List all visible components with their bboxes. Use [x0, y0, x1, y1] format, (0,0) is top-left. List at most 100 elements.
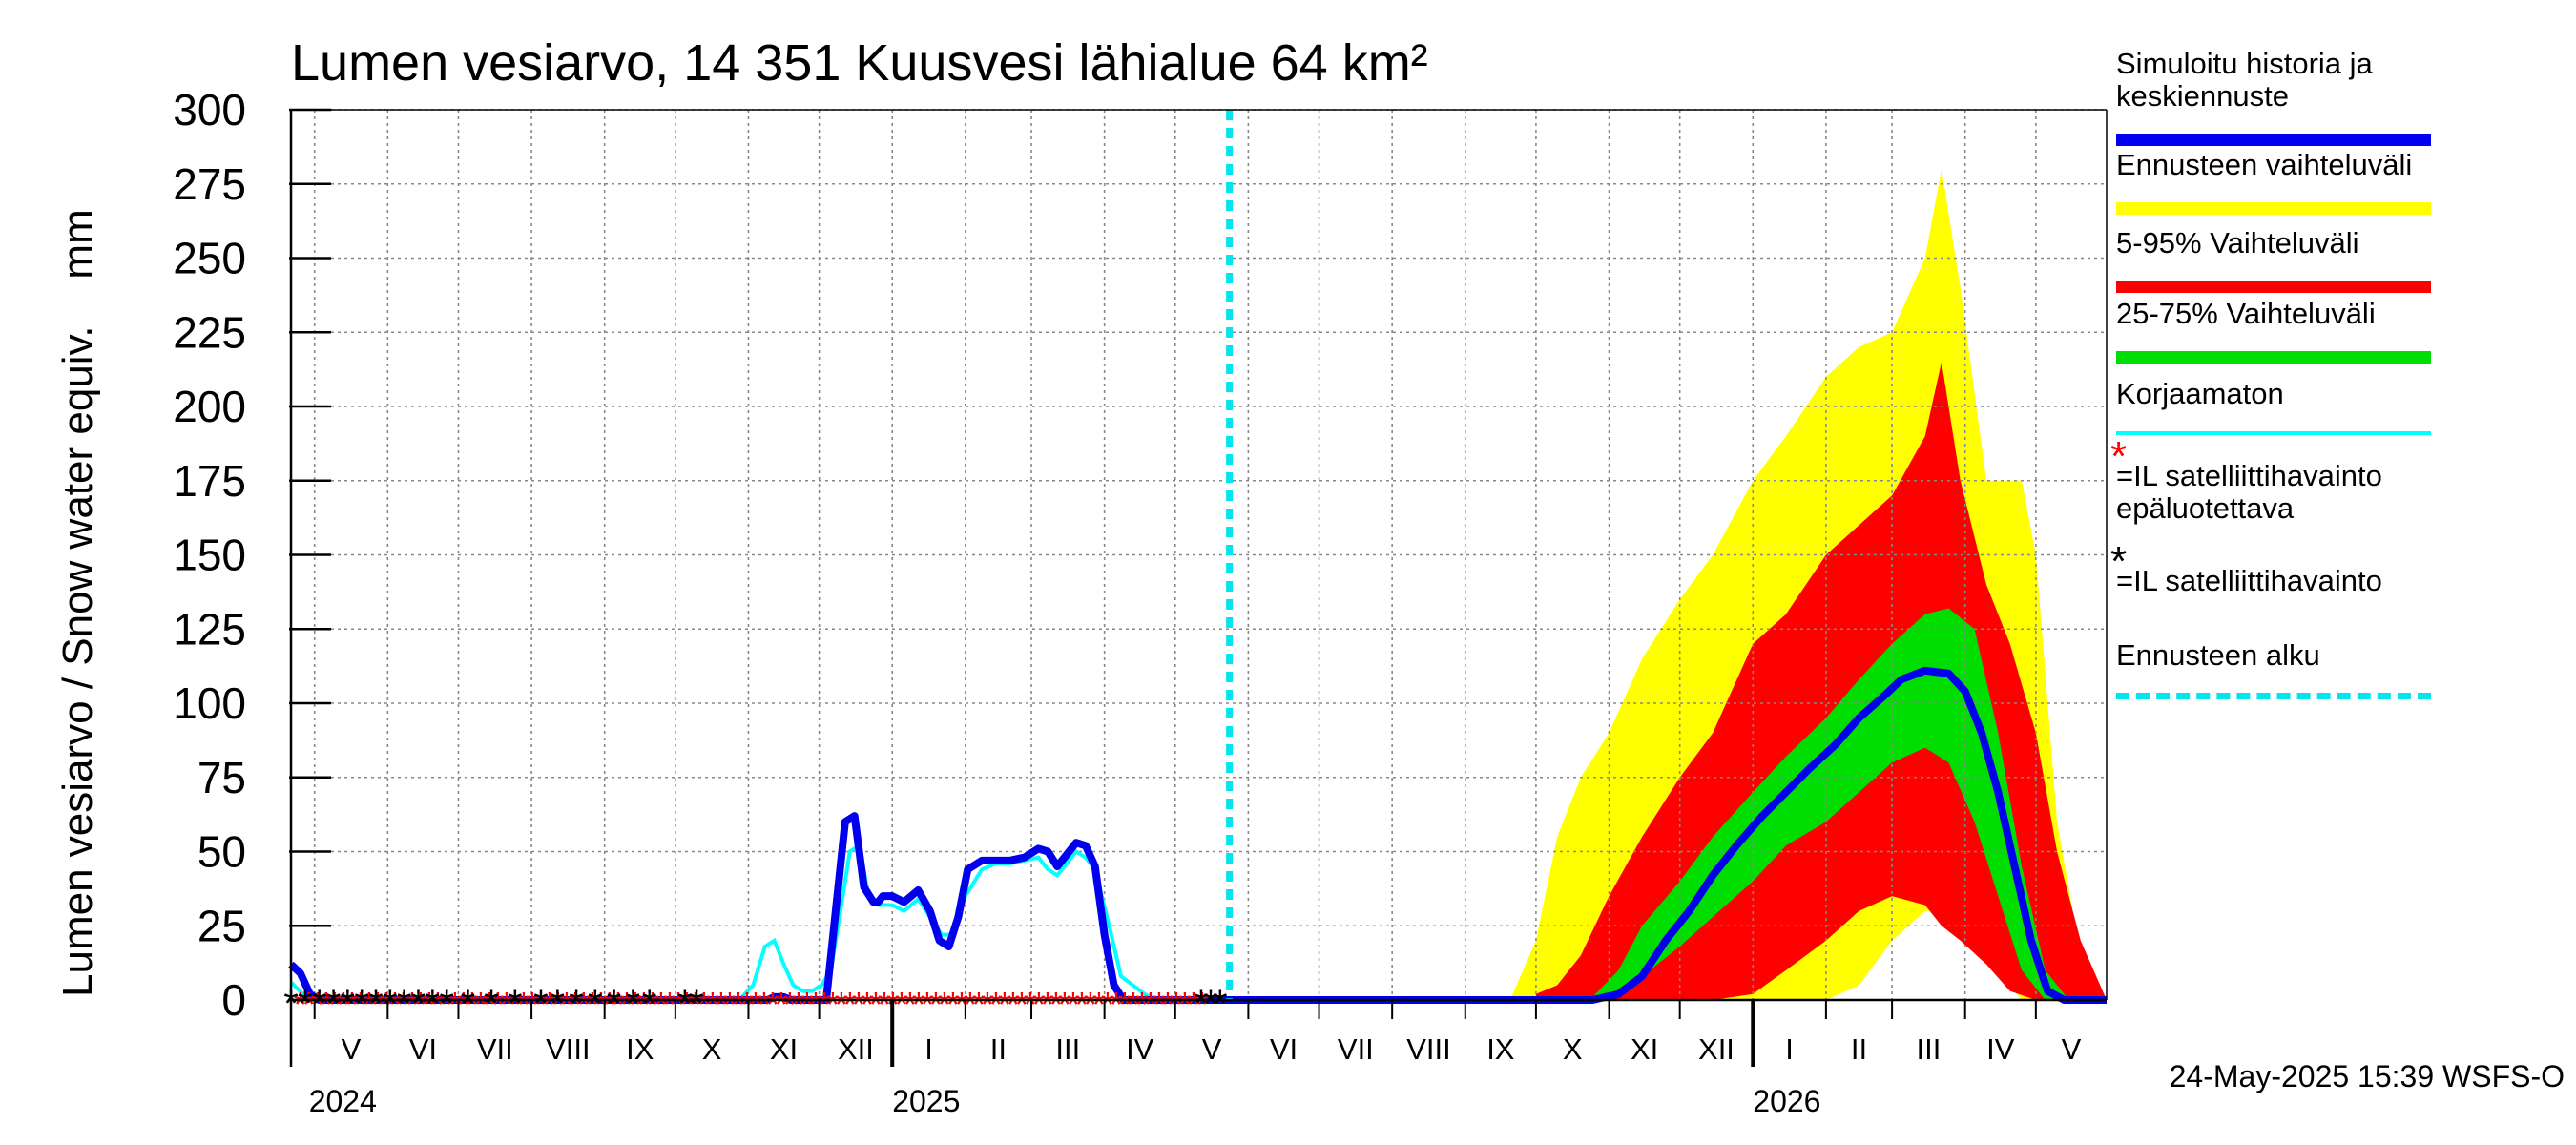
sat-unreliable-marker: *: [1170, 985, 1183, 1024]
y-tick-label: 25: [197, 901, 246, 950]
sat-unreliable-marker: *: [405, 985, 419, 1024]
sat-unreliable-marker: *: [989, 985, 1003, 1024]
month-label: XI: [1631, 1032, 1658, 1066]
sat-unreliable-marker: *: [800, 985, 814, 1024]
sat-marker: *: [508, 983, 523, 1025]
sat-marker: *: [588, 983, 603, 1025]
sat-unreliable-marker: *: [586, 985, 599, 1024]
sat-marker: *: [425, 983, 440, 1025]
sat-unreliable-marker: *: [654, 985, 668, 1024]
sat-unreliable-marker: *: [689, 985, 702, 1024]
month-label: VII: [1338, 1032, 1374, 1066]
sat-unreliable-marker: *: [938, 985, 951, 1024]
sat-unreliable-marker: *: [895, 985, 908, 1024]
legend-star-icon: *: [2110, 538, 2128, 585]
month-label: IV: [1986, 1032, 2015, 1066]
sat-marker: *: [354, 983, 369, 1025]
legend-label: Korjaamaton: [2116, 377, 2284, 410]
y-tick-label: 300: [173, 85, 246, 135]
legend-swatch: [2116, 202, 2431, 215]
sat-marker: *: [642, 983, 657, 1025]
sat-unreliable-marker: *: [371, 985, 384, 1024]
sat-unreliable-marker: *: [972, 985, 986, 1024]
p25-75-band: [1592, 608, 2107, 1000]
sat-unreliable-marker: *: [1195, 985, 1209, 1024]
sat-unreliable-marker: *: [457, 985, 470, 1024]
legend-swatch: [2116, 281, 2431, 293]
sat-unreliable-marker: *: [818, 985, 831, 1024]
sat-unreliable-marker: *: [723, 985, 737, 1024]
sat-unreliable-marker: *: [749, 985, 762, 1024]
sat-unreliable-marker: *: [1084, 985, 1097, 1024]
legend-label: =IL satelliittihavainto epäluotettava: [2116, 459, 2382, 525]
sat-unreliable-marker: *: [869, 985, 883, 1024]
legend-label: Ennusteen vaihteluväli: [2116, 148, 2413, 181]
sat-unreliable-marker: *: [363, 985, 376, 1024]
month-label: XII: [1698, 1032, 1735, 1066]
sat-unreliable-marker: *: [517, 985, 530, 1024]
sat-unreliable-marker: *: [766, 985, 779, 1024]
sat-unreliable-marker: *: [1144, 985, 1157, 1024]
legend-label: =IL satelliittihavainto: [2116, 564, 2382, 597]
legend-item-sim: Simuloitu historia ja keskiennuste: [2116, 47, 2431, 146]
sat-unreliable-marker: *: [715, 985, 728, 1024]
sat-marker: *: [397, 983, 412, 1025]
legend-item-p2575: 25-75% Vaihteluväli: [2116, 298, 2431, 364]
sat-unreliable-marker: *: [414, 985, 427, 1024]
legend-swatch: [2116, 693, 2431, 699]
sat-unreliable-marker: *: [1153, 985, 1166, 1024]
legend-label: Simuloitu historia ja keskiennuste: [2116, 47, 2373, 113]
month-label: III: [1916, 1032, 1941, 1066]
sat-unreliable-marker: *: [1015, 985, 1028, 1024]
sat-unreliable-marker: *: [569, 985, 582, 1024]
sat-unreliable-marker: *: [509, 985, 522, 1024]
month-label: VIII: [546, 1032, 591, 1066]
sat-marker: *: [1203, 983, 1218, 1025]
satellite-markers: *************************** *************…: [283, 983, 1227, 1025]
sat-marker: *: [439, 983, 454, 1025]
legend-item-range: Ennusteen vaihteluväli: [2116, 148, 2431, 215]
sat-unreliable-marker: *: [861, 985, 874, 1024]
month-label: I: [924, 1032, 933, 1066]
sat-unreliable-marker: *: [302, 985, 316, 1024]
month-label: IX: [626, 1032, 654, 1066]
sat-unreliable-marker: *: [534, 985, 548, 1024]
y-tick-label: 125: [173, 604, 246, 654]
sat-marker: *: [1194, 983, 1209, 1025]
legend-swatch: [2116, 134, 2431, 146]
month-label: XII: [838, 1032, 874, 1066]
year-label: 2024: [309, 1084, 377, 1118]
sat-unreliable-marker: *: [500, 985, 513, 1024]
sat-unreliable-marker: *: [620, 985, 634, 1024]
grid-lines: [291, 109, 2107, 1000]
sat-unreliable-marker: *: [998, 985, 1011, 1024]
sat-marker: *: [484, 983, 499, 1025]
sat-marker: *: [312, 983, 327, 1025]
sat-unreliable-marker: *: [783, 985, 797, 1024]
sat-unreliable-marker: *: [663, 985, 676, 1024]
sat-unreliable-marker: *: [964, 985, 977, 1024]
sat-unreliable-marker: *: [1007, 985, 1020, 1024]
sat-marker: *: [411, 983, 426, 1025]
sat-unreliable-marker: *: [646, 985, 659, 1024]
p5-95-band: [1535, 362, 2107, 1001]
sat-marker: *: [1213, 983, 1228, 1025]
sat-marker: *: [626, 983, 641, 1025]
sat-unreliable-marker: *: [904, 985, 917, 1024]
sat-unreliable-marker: *: [354, 985, 367, 1024]
sat-unreliable-marker: *: [483, 985, 496, 1024]
month-label: IV: [1126, 1032, 1154, 1066]
sat-unreliable-marker: *: [1049, 985, 1063, 1024]
sat-unreliable-marker: *: [337, 985, 350, 1024]
sat-unreliable-marker: *: [491, 985, 505, 1024]
legend-label: Ennusteen alku: [2116, 638, 2320, 672]
sat-unreliable-marker: *: [577, 985, 591, 1024]
sat-unreliable-marker: *: [706, 985, 719, 1024]
month-label: VIII: [1406, 1032, 1451, 1066]
month-label: II: [990, 1032, 1007, 1066]
sat-unreliable-marker: *: [629, 985, 642, 1024]
sat-unreliable-marker: *: [921, 985, 934, 1024]
sat-unreliable-marker: *: [551, 985, 565, 1024]
year-label: 2026: [1753, 1084, 1820, 1118]
